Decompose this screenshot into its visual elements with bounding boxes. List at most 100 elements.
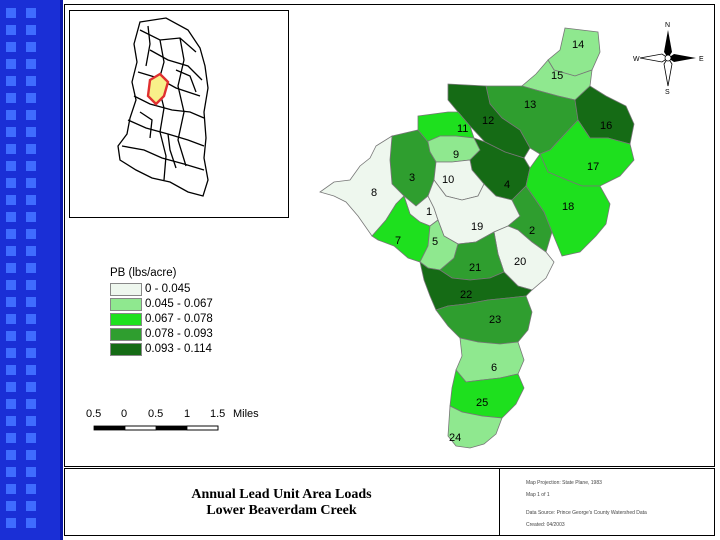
label-9: 9 — [453, 149, 459, 161]
label-15: 15 — [551, 70, 563, 82]
label-3: 3 — [409, 172, 415, 184]
north-label: N — [665, 22, 670, 29]
border-square — [6, 76, 16, 86]
border-square — [26, 93, 36, 103]
metadata-projection: Map Projection: State Plane, 1983 — [526, 480, 602, 486]
subwatershed-labels: 14 15 13 16 12 11 9 17 4 3 10 8 18 1 19 … — [371, 39, 612, 444]
border-square — [6, 382, 16, 392]
border-square — [26, 484, 36, 494]
border-square — [26, 25, 36, 35]
label-6: 6 — [491, 362, 497, 374]
border-square — [26, 161, 36, 171]
border-square — [26, 263, 36, 273]
legend-label: 0.078 - 0.093 — [145, 328, 213, 340]
border-square — [6, 59, 16, 69]
south-label: S — [665, 89, 670, 96]
metadata-map-number: Map 1 of 1 — [526, 492, 550, 498]
border-square — [6, 144, 16, 154]
border-square — [6, 42, 16, 52]
border-square — [6, 229, 16, 239]
border-square — [26, 467, 36, 477]
label-21: 21 — [469, 262, 481, 274]
border-square — [26, 501, 36, 511]
border-square — [6, 297, 16, 307]
locator-map-frame — [69, 10, 289, 218]
label-8: 8 — [371, 187, 377, 199]
border-square — [6, 263, 16, 273]
border-square — [26, 331, 36, 341]
label-13: 13 — [524, 99, 536, 111]
border-square — [26, 212, 36, 222]
border-square — [26, 314, 36, 324]
title-frame — [64, 468, 715, 536]
border-square — [26, 195, 36, 205]
north-arrow-icon: N S W E — [633, 22, 704, 96]
legend-swatch — [110, 313, 142, 326]
border-square — [26, 280, 36, 290]
legend-swatch — [110, 298, 142, 311]
label-11: 11 — [457, 123, 468, 135]
scale-unit: Miles — [233, 408, 259, 420]
label-5: 5 — [432, 236, 438, 248]
slide-border-separator — [60, 0, 63, 540]
border-square — [6, 501, 16, 511]
border-square — [26, 229, 36, 239]
border-square — [26, 382, 36, 392]
label-16: 16 — [600, 120, 612, 132]
border-square — [26, 8, 36, 18]
border-square — [26, 127, 36, 137]
border-square — [26, 450, 36, 460]
scale-tick-label: 0.5 — [148, 408, 164, 420]
border-square — [6, 195, 16, 205]
border-square — [6, 331, 16, 341]
border-square — [26, 110, 36, 120]
legend-swatch — [110, 343, 142, 356]
subwatershed-14 — [547, 27, 601, 77]
label-2: 2 — [529, 225, 535, 237]
subwatershed-18 — [525, 153, 611, 257]
label-4: 4 — [504, 179, 510, 191]
border-square — [6, 212, 16, 222]
border-square — [6, 399, 16, 409]
scale-tick-label: 1 — [184, 408, 191, 420]
west-label: W — [633, 56, 640, 63]
border-square — [6, 280, 16, 290]
border-square — [6, 93, 16, 103]
label-12: 12 — [482, 115, 494, 127]
border-square — [6, 25, 16, 35]
border-square — [26, 76, 36, 86]
map-subtitle: Lower Beaverdam Creek — [206, 503, 357, 518]
border-square — [6, 127, 16, 137]
border-square — [26, 59, 36, 69]
border-square — [26, 433, 36, 443]
scale-tick-label: 0.5 — [86, 408, 102, 420]
subwatershed-8 — [319, 135, 405, 237]
legend-label: 0 - 0.045 — [145, 283, 191, 295]
border-square — [26, 399, 36, 409]
legend-label: 0.067 - 0.078 — [145, 313, 213, 325]
border-square — [26, 246, 36, 256]
border-square — [26, 416, 36, 426]
border-square — [6, 416, 16, 426]
border-square — [6, 433, 16, 443]
border-square — [26, 178, 36, 188]
border-square — [26, 297, 36, 307]
border-square — [6, 365, 16, 375]
border-square — [6, 484, 16, 494]
label-23: 23 — [489, 314, 501, 326]
border-square — [6, 348, 16, 358]
label-25: 25 — [476, 397, 488, 409]
label-17: 17 — [587, 161, 599, 173]
border-square — [6, 246, 16, 256]
border-square — [26, 42, 36, 52]
scale-tick-label: 1.5 — [210, 408, 226, 420]
label-19: 19 — [471, 221, 483, 233]
east-label: E — [699, 56, 704, 63]
map-title: Annual Lead Unit Area Loads — [191, 487, 372, 502]
metadata-source: Data Source: Prince George's County Wate… — [526, 510, 647, 516]
subwatershed-24 — [447, 405, 503, 449]
border-square — [6, 314, 16, 324]
locator-study-area — [146, 72, 170, 106]
legend-label: 0.093 - 0.114 — [145, 343, 212, 355]
